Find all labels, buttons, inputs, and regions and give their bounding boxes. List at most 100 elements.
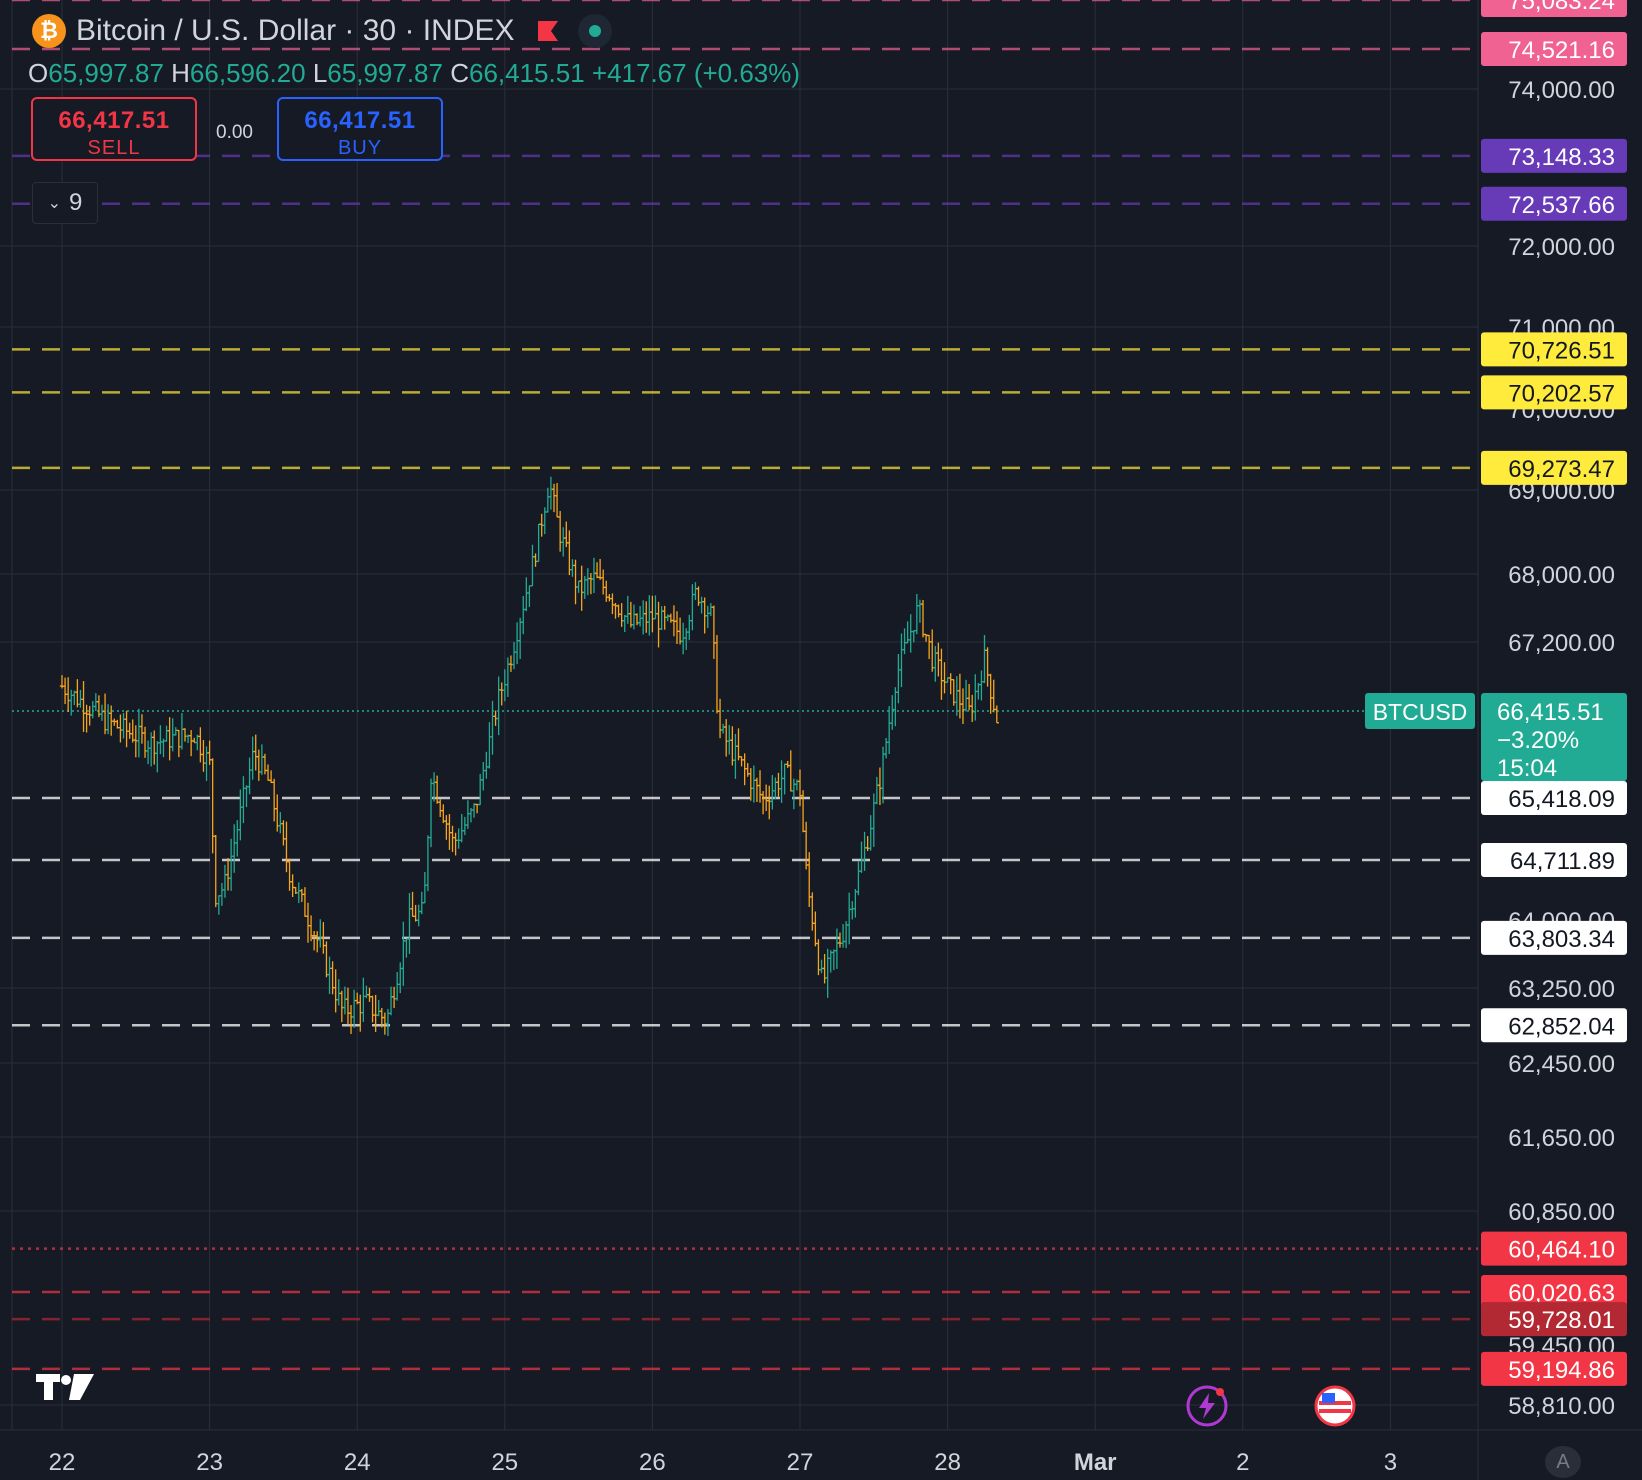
candle (158, 725, 163, 755)
candlesticks (59, 476, 999, 1037)
current-price-change: −3.20% (1497, 727, 1579, 754)
candle (748, 768, 753, 801)
candle (296, 882, 301, 904)
candle (465, 800, 471, 829)
candle (619, 603, 624, 627)
candle (179, 713, 185, 750)
candle (311, 931, 317, 951)
level-label-bg (1481, 332, 1627, 367)
sell-button[interactable]: 66,417.51 SELL (31, 97, 197, 161)
candle (988, 673, 993, 714)
candle (782, 763, 787, 795)
candle (530, 544, 535, 587)
change-value: +417.67 (+0.63%) (591, 58, 801, 88)
candle (960, 688, 966, 724)
sell-price: 66,417.51 (58, 107, 170, 134)
symbol-header: ₿ Bitcoin / U.S. Dollar · 30 · INDEX (32, 14, 613, 48)
candle (656, 601, 661, 648)
level-label-bg (1481, 450, 1627, 485)
candle (118, 714, 123, 743)
candle (724, 719, 729, 757)
candle (573, 559, 578, 605)
candle (687, 614, 692, 641)
price-tick-label: 58,810.00 (1508, 1393, 1615, 1420)
lightning-icon[interactable] (1185, 1384, 1229, 1428)
buy-label: BUY (337, 137, 383, 159)
candle (438, 799, 443, 817)
candle (659, 606, 664, 631)
level-label: 59,194.86 (1508, 1357, 1615, 1384)
candle (551, 483, 557, 513)
us-flag-icon[interactable] (1313, 1384, 1357, 1428)
candle (973, 674, 978, 721)
candle (490, 700, 495, 755)
candle (268, 770, 274, 784)
candle (247, 757, 252, 795)
candle (914, 593, 920, 635)
candle (348, 1005, 354, 1034)
candle (278, 812, 283, 834)
candle (677, 617, 683, 645)
candle (305, 902, 311, 943)
candle (244, 785, 249, 808)
buy-button[interactable]: 66,417.51 BUY (277, 97, 443, 161)
candle (259, 744, 265, 775)
candle (536, 523, 541, 563)
price-tick-label: 62,450.00 (1508, 1051, 1615, 1078)
candle (640, 600, 646, 635)
candle (708, 603, 714, 617)
candle (376, 1000, 381, 1017)
level-label-bg (1481, 1274, 1627, 1309)
tradingview-logo[interactable] (34, 1370, 98, 1404)
candle (105, 704, 111, 735)
level-label-bg (1481, 1008, 1627, 1043)
candle (324, 941, 329, 978)
candle (250, 736, 255, 780)
candle (653, 595, 658, 620)
candle (963, 679, 969, 712)
candle (256, 749, 261, 781)
level-label-bg (1481, 1351, 1627, 1386)
time-axis[interactable]: 22 23 24 25 26 27 28 Mar 2 3 (49, 1449, 1397, 1476)
level-label: 73,148.33 (1508, 144, 1615, 171)
auto-scale-button[interactable]: A (1545, 1446, 1581, 1478)
candle (434, 775, 440, 804)
candle (339, 990, 345, 1023)
close-value: 66,415.51 (468, 58, 585, 88)
candle (201, 739, 206, 772)
candle (222, 864, 228, 898)
candle (810, 892, 815, 931)
candle (837, 932, 843, 948)
candle (499, 682, 504, 706)
symbol-title[interactable]: Bitcoin / U.S. Dollar · 30 · INDEX (76, 14, 515, 47)
price-tick-label: 63,250.00 (1508, 976, 1615, 1003)
time-tick-label: Mar (1074, 1449, 1117, 1476)
indicators-count: 9 (69, 189, 83, 216)
candle (705, 605, 710, 629)
candle (773, 777, 778, 800)
time-tick-label: 22 (49, 1449, 76, 1476)
candle (410, 891, 415, 918)
candle (917, 599, 923, 623)
level-labels: 75,083.24 74,521.16 73,148.33 72,537.66 70,7… (1365, 0, 1627, 1386)
candle (253, 734, 258, 771)
level-label: 64,711.89 (1510, 848, 1615, 875)
candle (548, 476, 554, 510)
candle (585, 568, 591, 596)
candle (776, 772, 781, 797)
candle (441, 804, 446, 824)
candle (173, 727, 178, 736)
candle (207, 740, 212, 765)
candle (880, 746, 886, 804)
market-status-icon[interactable] (578, 14, 613, 48)
indicators-toggle-button[interactable]: ⌄ 9 (32, 182, 98, 224)
candle (318, 919, 323, 948)
candle (767, 785, 772, 820)
flag-icon[interactable] (536, 19, 560, 43)
candle (517, 617, 523, 660)
candle (834, 928, 840, 969)
candle (127, 722, 132, 739)
candle (164, 725, 169, 742)
candle (533, 553, 538, 567)
